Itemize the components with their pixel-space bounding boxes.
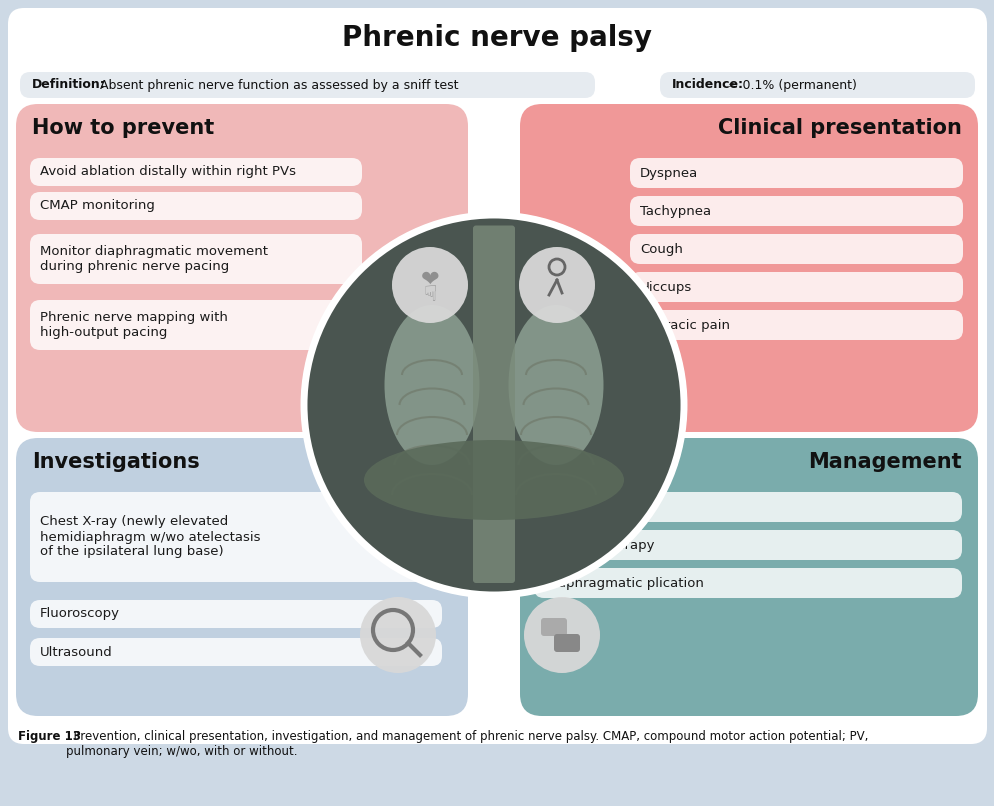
FancyBboxPatch shape bbox=[534, 530, 961, 560]
Text: Tachypnea: Tachypnea bbox=[639, 205, 711, 218]
FancyBboxPatch shape bbox=[30, 600, 441, 628]
FancyBboxPatch shape bbox=[30, 234, 362, 284]
Text: Fluoroscopy: Fluoroscopy bbox=[40, 608, 120, 621]
FancyBboxPatch shape bbox=[20, 14, 974, 66]
Text: Cough: Cough bbox=[639, 243, 682, 256]
FancyBboxPatch shape bbox=[629, 310, 962, 340]
Text: Monitor diaphragmatic movement
during phrenic nerve pacing: Monitor diaphragmatic movement during ph… bbox=[40, 245, 267, 273]
Circle shape bbox=[304, 215, 683, 595]
Text: ⚰: ⚰ bbox=[545, 271, 569, 299]
Text: Absent phrenic nerve function as assessed by a sniff test: Absent phrenic nerve function as assesse… bbox=[100, 78, 458, 92]
Text: Ultrasound: Ultrasound bbox=[40, 646, 112, 659]
Text: ☟: ☟ bbox=[422, 285, 436, 305]
Text: How to prevent: How to prevent bbox=[32, 118, 214, 138]
FancyBboxPatch shape bbox=[659, 72, 974, 98]
FancyBboxPatch shape bbox=[629, 272, 962, 302]
FancyBboxPatch shape bbox=[629, 234, 962, 264]
Text: Hiccups: Hiccups bbox=[639, 280, 692, 293]
Text: Dyspnea: Dyspnea bbox=[639, 167, 698, 180]
Text: Physical therapy: Physical therapy bbox=[544, 538, 654, 551]
FancyBboxPatch shape bbox=[472, 226, 515, 583]
Text: Definition:: Definition: bbox=[32, 78, 105, 92]
Text: Phrenic nerve palsy: Phrenic nerve palsy bbox=[342, 24, 651, 52]
Circle shape bbox=[392, 247, 467, 323]
FancyBboxPatch shape bbox=[520, 438, 977, 716]
Text: Figure 13: Figure 13 bbox=[18, 730, 81, 743]
Text: Chest X-ray (newly elevated
hemidiaphragm w/wo atelectasis
of the ipsilateral lu: Chest X-ray (newly elevated hemidiaphrag… bbox=[40, 516, 260, 559]
Circle shape bbox=[306, 217, 681, 593]
FancyBboxPatch shape bbox=[30, 158, 362, 186]
Ellipse shape bbox=[508, 305, 603, 465]
FancyBboxPatch shape bbox=[534, 568, 961, 598]
Text: ❤: ❤ bbox=[420, 270, 439, 290]
FancyBboxPatch shape bbox=[20, 72, 594, 98]
Circle shape bbox=[519, 247, 594, 323]
Text: Thoracic pain: Thoracic pain bbox=[639, 318, 730, 331]
FancyBboxPatch shape bbox=[534, 492, 961, 522]
FancyBboxPatch shape bbox=[541, 618, 567, 636]
Circle shape bbox=[360, 597, 435, 673]
Text: Investigations: Investigations bbox=[32, 452, 200, 472]
FancyBboxPatch shape bbox=[30, 638, 441, 666]
Text: CMAP monitoring: CMAP monitoring bbox=[40, 200, 155, 213]
FancyBboxPatch shape bbox=[16, 438, 467, 716]
Text: Incidence:: Incidence: bbox=[671, 78, 744, 92]
Circle shape bbox=[524, 597, 599, 673]
FancyBboxPatch shape bbox=[30, 492, 441, 582]
Text: Diaphragmatic plication: Diaphragmatic plication bbox=[544, 576, 703, 589]
FancyBboxPatch shape bbox=[16, 104, 467, 432]
Text: Management: Management bbox=[807, 452, 961, 472]
Text: Clinical presentation: Clinical presentation bbox=[718, 118, 961, 138]
FancyBboxPatch shape bbox=[520, 104, 977, 432]
FancyBboxPatch shape bbox=[30, 300, 362, 350]
FancyBboxPatch shape bbox=[629, 158, 962, 188]
Text: Avoid ablation distally within right PVs: Avoid ablation distally within right PVs bbox=[40, 165, 295, 178]
Text: Phrenic nerve mapping with
high-output pacing: Phrenic nerve mapping with high-output p… bbox=[40, 311, 228, 339]
Text: Prevention, clinical presentation, investigation, and management of phrenic nerv: Prevention, clinical presentation, inves… bbox=[66, 730, 868, 758]
FancyBboxPatch shape bbox=[8, 8, 986, 744]
Ellipse shape bbox=[384, 305, 479, 465]
Text: Supportive care: Supportive care bbox=[544, 501, 649, 513]
FancyBboxPatch shape bbox=[629, 196, 962, 226]
FancyBboxPatch shape bbox=[554, 634, 580, 652]
FancyBboxPatch shape bbox=[30, 192, 362, 220]
Text: ≈ 0.1% (permanent): ≈ 0.1% (permanent) bbox=[728, 78, 856, 92]
Ellipse shape bbox=[364, 440, 623, 520]
